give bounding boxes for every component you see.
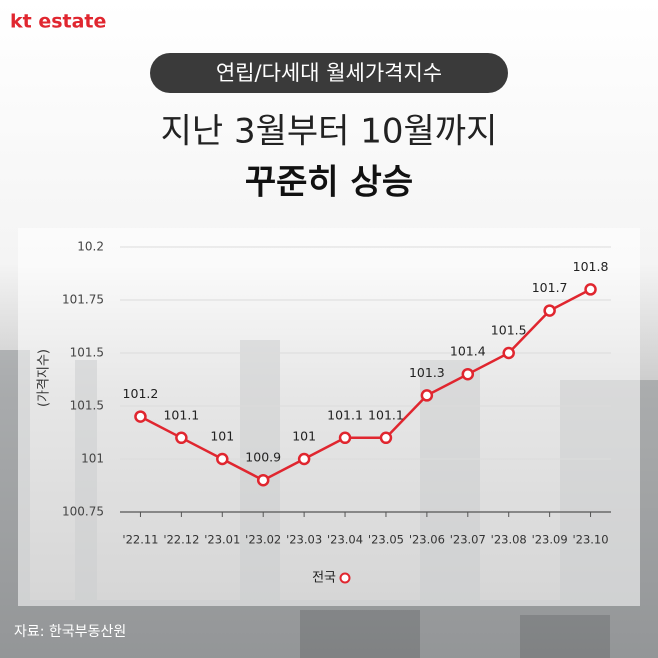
point (543, 304, 556, 317)
x-tick-label: '23.03 (286, 533, 322, 547)
source: 자료: 한국부동산원 (14, 624, 126, 640)
x-tick-label: '23.04 (327, 533, 363, 547)
point (338, 431, 352, 445)
point (216, 452, 229, 466)
data-label: 101.1 (327, 407, 363, 422)
data-label: 101.8 (573, 259, 609, 274)
data-label: 101.5 (491, 323, 527, 338)
data-label: 101.1 (368, 407, 404, 422)
x-tick-label: '22.11 (122, 533, 158, 547)
point (420, 389, 434, 402)
data-label: 101.2 (123, 386, 159, 401)
logo: kt estate (10, 11, 106, 33)
x-tick-label: '23.01 (204, 533, 240, 547)
point (297, 452, 311, 466)
point (256, 473, 270, 487)
data-label: 101.1 (163, 407, 199, 422)
y-tick-label: 101.5 (70, 399, 104, 413)
data-label: 101.7 (532, 280, 568, 295)
point (461, 367, 475, 381)
legend-label: 전국 (312, 571, 336, 586)
chart-panel (18, 228, 640, 606)
point (134, 410, 147, 423)
data-label: 101 (292, 429, 316, 444)
point (175, 431, 188, 445)
data-label: 101.3 (409, 365, 445, 380)
x-tick-label: '23.07 (450, 533, 486, 547)
line (139, 288, 592, 482)
y-tick-label: 101.75 (62, 293, 104, 307)
x-tick-label: '23.05 (368, 533, 404, 547)
data-label: 101.4 (450, 344, 486, 359)
headline: 꾸준히 상승 (245, 163, 413, 203)
x-tick-label: '23.02 (245, 533, 281, 547)
data-label: 101 (210, 429, 234, 444)
point (584, 283, 597, 296)
y-tick-label: 10.2 (77, 240, 104, 254)
y-axis-label: (가격지수) (37, 349, 52, 407)
headline: 지난 3월부터 10월까지 (161, 112, 498, 152)
data-label: 100.9 (245, 450, 281, 465)
badge-bg (150, 53, 508, 93)
y-tick-label: 100.75 (62, 505, 104, 519)
x-tick-label: '23.06 (409, 533, 445, 547)
x-tick-label: '22.12 (163, 533, 199, 547)
badge: 연립/다세대 월세가격지수 (216, 61, 442, 85)
x-tick-label: '23.09 (532, 533, 568, 547)
point (379, 431, 393, 445)
y-tick-label: 101.5 (70, 346, 104, 360)
x-tick-label: '23.08 (491, 533, 527, 547)
point (502, 346, 515, 360)
legend-marker (339, 572, 351, 584)
y-tick-label: 101 (81, 452, 104, 466)
x-tick-label: '23.10 (572, 533, 608, 547)
